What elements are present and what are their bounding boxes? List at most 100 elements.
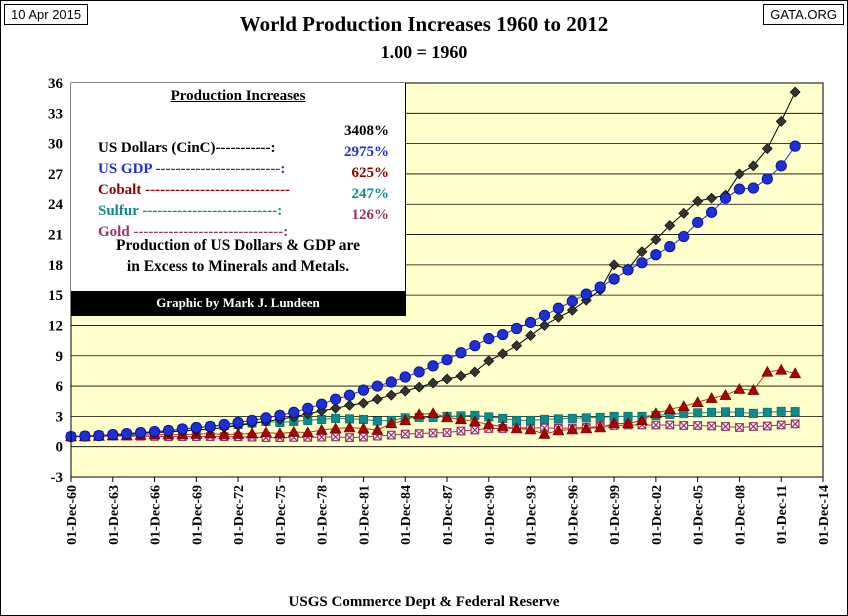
data-point bbox=[470, 425, 480, 435]
x-tick-label: 01-Dec-93 bbox=[525, 485, 540, 545]
data-point bbox=[162, 424, 175, 437]
data-point bbox=[274, 409, 286, 421]
data-point bbox=[580, 422, 593, 434]
data-point-x bbox=[345, 433, 354, 442]
data-point bbox=[664, 220, 676, 231]
x-tick-label: 01-Dec-60 bbox=[65, 485, 80, 545]
data-point bbox=[539, 320, 550, 331]
data-point bbox=[566, 423, 579, 435]
data-point-x bbox=[414, 429, 424, 438]
legend-heading: Production Increases bbox=[170, 88, 306, 104]
data-point bbox=[246, 427, 259, 439]
data-point bbox=[747, 160, 759, 172]
x-tick-label: 01-Dec-96 bbox=[566, 485, 581, 545]
data-point bbox=[414, 429, 424, 438]
data-point bbox=[721, 407, 731, 417]
data-point bbox=[538, 309, 551, 321]
data-point bbox=[287, 425, 300, 437]
y-tick-label: 6 bbox=[56, 379, 64, 395]
data-point bbox=[693, 408, 703, 418]
data-point-x bbox=[735, 423, 744, 432]
data-point bbox=[190, 421, 202, 434]
data-point bbox=[288, 406, 300, 418]
data-point bbox=[232, 427, 245, 439]
legend-note: Production of US Dollars & GDP are in Ex… bbox=[71, 235, 405, 277]
data-point bbox=[679, 421, 689, 430]
data-point bbox=[316, 398, 328, 410]
data-point bbox=[705, 206, 718, 218]
data-point bbox=[413, 408, 426, 420]
data-point bbox=[775, 115, 787, 127]
data-point bbox=[399, 414, 412, 426]
data-point bbox=[567, 413, 577, 423]
data-point bbox=[427, 407, 440, 419]
x-tick-label: 01-Dec-66 bbox=[149, 485, 164, 545]
data-point bbox=[455, 370, 467, 382]
data-point-x bbox=[776, 420, 786, 430]
y-tick-label: 33 bbox=[48, 106, 63, 122]
data-point bbox=[552, 302, 565, 314]
data-point bbox=[552, 311, 564, 323]
data-point bbox=[566, 295, 578, 307]
data-point bbox=[331, 432, 340, 442]
data-point bbox=[455, 347, 467, 359]
data-point bbox=[246, 414, 258, 427]
data-point bbox=[440, 411, 454, 423]
data-point-x bbox=[428, 428, 438, 438]
data-point bbox=[678, 207, 690, 219]
data-point bbox=[707, 421, 716, 431]
data-point bbox=[552, 424, 565, 436]
y-tick-label: 12 bbox=[48, 318, 63, 334]
y-tick-label: 27 bbox=[48, 167, 64, 183]
data-point bbox=[302, 402, 314, 414]
x-tick-label: 01-Dec-63 bbox=[107, 485, 122, 545]
data-point bbox=[733, 183, 746, 195]
data-point bbox=[385, 376, 397, 388]
data-point bbox=[747, 182, 759, 194]
data-point bbox=[427, 360, 439, 372]
y-tick-label: 3 bbox=[56, 409, 64, 425]
data-point bbox=[789, 367, 802, 379]
data-point-x bbox=[721, 422, 730, 431]
x-tick-label: 01-Dec-69 bbox=[190, 485, 205, 545]
x-tick-label: 01-Dec-75 bbox=[274, 485, 289, 545]
credit-bar: Graphic by Mark J. Lundeen bbox=[71, 291, 405, 315]
data-point bbox=[692, 216, 704, 229]
data-point bbox=[343, 421, 356, 433]
data-point bbox=[734, 407, 744, 417]
data-point bbox=[511, 340, 523, 352]
data-point bbox=[789, 86, 801, 98]
data-point bbox=[721, 422, 730, 431]
data-point bbox=[456, 426, 466, 436]
data-point bbox=[483, 355, 495, 367]
data-point bbox=[707, 407, 717, 417]
data-point bbox=[358, 397, 369, 409]
data-point bbox=[331, 413, 341, 423]
data-point-x bbox=[790, 419, 800, 429]
y-tick-label: 15 bbox=[48, 288, 63, 304]
legend-row-us-dollars: US Dollars (CinC)-----------: 3408% bbox=[83, 123, 389, 191]
data-point bbox=[789, 140, 801, 152]
data-point-x bbox=[679, 421, 688, 430]
legend-value: 247% bbox=[351, 186, 390, 202]
data-point-x bbox=[331, 432, 340, 442]
data-point bbox=[650, 234, 662, 246]
data-point bbox=[372, 416, 382, 426]
data-point bbox=[482, 418, 495, 430]
data-point bbox=[663, 403, 676, 415]
data-point bbox=[148, 425, 161, 438]
y-tick-label: 9 bbox=[56, 349, 64, 365]
x-tick-label: 01-Dec-02 bbox=[650, 485, 665, 545]
data-point bbox=[469, 340, 481, 352]
data-point bbox=[761, 173, 773, 185]
y-tick-label: 0 bbox=[56, 440, 64, 456]
data-point bbox=[413, 366, 425, 378]
data-point bbox=[608, 417, 621, 429]
data-point bbox=[524, 423, 537, 435]
data-point bbox=[232, 416, 244, 429]
data-point bbox=[539, 414, 549, 424]
x-tick-label: 01-Dec-05 bbox=[692, 485, 707, 545]
data-point bbox=[775, 160, 787, 172]
data-point bbox=[762, 421, 772, 431]
x-axis-label: USGS Commerce Dept & Federal Reserve bbox=[288, 594, 560, 610]
